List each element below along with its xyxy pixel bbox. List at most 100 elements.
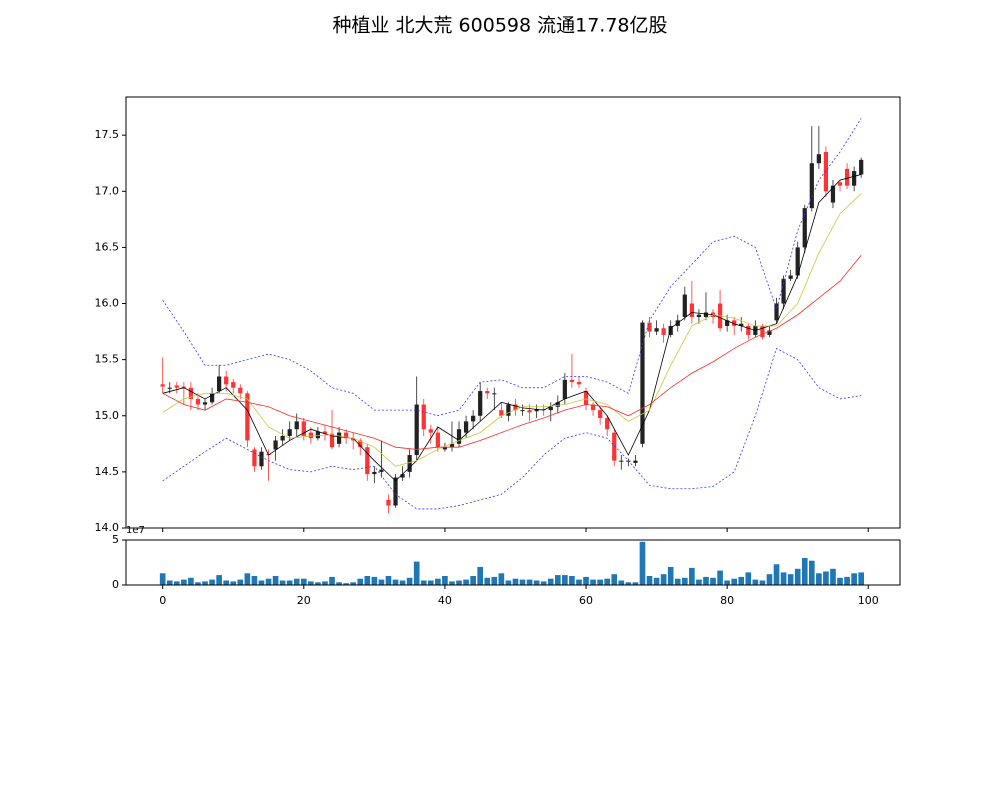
candle-body — [809, 163, 814, 209]
candle-body — [167, 387, 172, 389]
candle-body — [224, 376, 229, 385]
indicator-line — [162, 255, 862, 450]
volume-bar — [336, 582, 342, 585]
candle-body — [569, 379, 575, 383]
candle-body — [548, 406, 553, 411]
volume-bar — [808, 560, 815, 585]
volume-bar — [710, 577, 716, 585]
volume-bar — [413, 561, 420, 585]
candle-body — [583, 391, 589, 405]
volume-bar — [329, 576, 335, 585]
candle-body — [442, 447, 448, 450]
volume-bar — [590, 579, 596, 585]
volume-bar — [512, 578, 519, 585]
candle-body — [231, 382, 236, 388]
volume-bar — [484, 577, 491, 585]
candle-body — [315, 431, 321, 439]
candle-body — [640, 322, 645, 444]
candle-body — [605, 418, 610, 430]
x-tick-label: 0 — [159, 594, 166, 607]
volume-bar — [717, 570, 723, 585]
candle-body — [844, 168, 850, 186]
volume-bar — [696, 579, 702, 585]
candle-body — [202, 402, 208, 405]
candle-body — [576, 382, 582, 385]
candle-body — [456, 429, 462, 444]
candle-body — [555, 402, 560, 407]
volume-bar — [385, 576, 392, 585]
candle-body — [633, 460, 638, 463]
candle-body — [379, 469, 384, 472]
y-tick-label: 16.0 — [95, 297, 120, 310]
volume-bar — [470, 576, 476, 585]
volume-bar — [399, 580, 406, 585]
candle-body — [513, 404, 518, 411]
volume-bar — [392, 579, 399, 585]
volume-bar — [293, 578, 300, 585]
candle-body — [336, 432, 342, 444]
volume-bar — [618, 580, 625, 585]
candle-body — [823, 151, 829, 192]
candle-body — [612, 432, 617, 461]
volume-bar — [773, 564, 780, 585]
volume-bar — [223, 580, 230, 585]
volume-bar — [195, 582, 201, 585]
candle-body — [562, 379, 567, 399]
candle-body — [668, 325, 673, 335]
volume-bar — [745, 572, 752, 585]
candle-body — [485, 391, 490, 394]
x-tick-label: 100 — [858, 594, 879, 607]
volume-bar — [738, 576, 745, 585]
candle-body — [245, 393, 250, 441]
volume-bar — [519, 579, 526, 585]
candle-body — [830, 185, 836, 203]
candle-body — [647, 322, 652, 332]
volume-frame — [125, 539, 901, 586]
volume-bar — [851, 573, 857, 585]
volume-bar — [505, 580, 512, 585]
volume-bar — [166, 580, 173, 585]
volume-bar — [364, 576, 371, 585]
volume-bar — [703, 576, 709, 585]
volume-bar — [731, 578, 738, 585]
volume-bar — [653, 577, 660, 585]
candle-body — [174, 385, 179, 388]
y-tick-label: 15.5 — [95, 353, 120, 366]
volume-bar — [350, 582, 357, 585]
candle-body — [654, 328, 659, 332]
volume-bar — [554, 575, 561, 585]
volume-bar — [611, 574, 618, 585]
offset-label: 1e7 — [126, 525, 145, 536]
volume-bar — [816, 573, 822, 585]
volume-bar — [463, 579, 469, 585]
volume-bar — [667, 567, 674, 585]
candle-body — [682, 294, 687, 317]
volume-bar — [251, 576, 258, 585]
candle-body — [449, 443, 455, 448]
candle-body — [435, 432, 440, 448]
candle-body — [802, 208, 807, 248]
indicator-line — [162, 193, 862, 467]
volume-bar — [646, 576, 653, 585]
volume-bar — [625, 582, 632, 585]
candle-body — [746, 325, 751, 335]
volume-bar — [265, 578, 272, 585]
volume-bar — [202, 581, 208, 585]
volume-bar — [844, 576, 850, 585]
candle-body — [421, 404, 426, 430]
volume-bar — [272, 576, 279, 585]
candle-body — [188, 387, 194, 399]
candle-body — [407, 455, 412, 472]
y-tick-label: 15.0 — [95, 409, 120, 422]
volume-bar — [858, 572, 865, 585]
candle-body — [195, 398, 201, 405]
volume-bar — [279, 580, 286, 585]
candle-body — [774, 303, 779, 321]
candle-body — [471, 415, 476, 422]
candle-body — [732, 320, 737, 326]
volume-bar — [681, 577, 688, 585]
candle-body — [478, 391, 483, 416]
candle-body — [252, 449, 257, 467]
candle-body — [499, 410, 504, 416]
indicator-line — [162, 118, 862, 417]
